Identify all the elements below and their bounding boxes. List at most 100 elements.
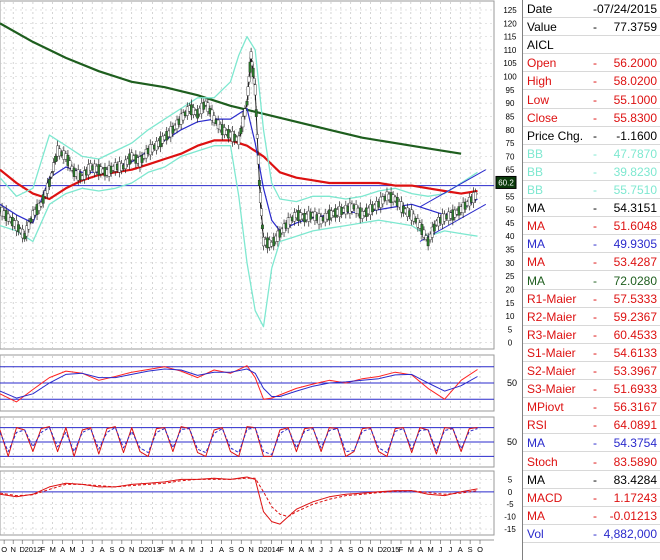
price-candle-body [66, 154, 70, 166]
price-ytick-label: 45 [506, 219, 515, 228]
readout-value: 49.9305 [613, 237, 657, 252]
price-candle-body [52, 162, 55, 172]
readout-label: MA [527, 201, 545, 216]
price-candle-body [212, 115, 216, 123]
price-candle-body [432, 223, 436, 232]
readout-value: 4,882,000 [603, 526, 657, 541]
readout-label: R3-Maier [527, 327, 577, 342]
price-candle-body [420, 224, 424, 235]
readout-separator: - [593, 255, 597, 270]
x-tick-label: S [109, 545, 114, 554]
readout-label: MA [527, 255, 545, 270]
readout-label: Low [527, 92, 550, 107]
price-candle-body [258, 192, 262, 204]
readout-row: BB - 47.7870 [523, 145, 660, 163]
price-ytick-label: 30 [506, 259, 515, 268]
readout-value: 54.6133 [613, 345, 657, 360]
x-tick-label: F [399, 545, 404, 554]
readout-value: 58.0200 [613, 74, 657, 89]
readout-row: R3-Maier - 60.4533 [523, 326, 660, 344]
x-tick-label: J [448, 545, 452, 554]
readout-value: 54.3151 [613, 201, 657, 216]
readout-label: RSI [527, 418, 548, 433]
price-series-bb_lower [0, 145, 478, 328]
readout-value: 55.7510 [613, 183, 657, 197]
readout-separator: - [593, 92, 597, 107]
x-tick-label: N [10, 545, 15, 554]
readout-row: BB - 39.8230 [523, 163, 660, 181]
price-ytick-label: 70 [506, 152, 515, 161]
price-candle-body [260, 208, 263, 217]
price-candle-body [430, 226, 434, 238]
x-tick-label: O [238, 545, 244, 554]
price-candle-body [45, 182, 49, 194]
readout-separator: - [593, 237, 597, 252]
x-tick-label: 2014 [263, 545, 280, 554]
x-tick-label: N [248, 545, 253, 554]
x-tick-label: J [80, 545, 84, 554]
stochastic-panel: 50 [0, 354, 517, 412]
price-candle-body [474, 191, 477, 200]
x-tick-label: D [378, 545, 384, 554]
readout-separator: - [593, 490, 597, 505]
macd-ytick-label: 0 [508, 488, 513, 497]
readout-row: MA - 53.4287 [523, 253, 660, 272]
readout-row: R1-Maier - 57.5333 [523, 290, 660, 308]
readout-row: Low - 55.1000 [523, 91, 660, 109]
rsi-series-rsi_ma [0, 427, 478, 455]
x-tick-label: O [119, 545, 125, 554]
data-readout-panel: Date -07/24/2015 Value -77.3759 AICL Open -56.… [522, 0, 660, 560]
price-panel: 0510152025303540455055606570758085909510… [0, 0, 517, 350]
readout-value: 39.8230 [613, 164, 657, 179]
x-tick-label: D [20, 545, 26, 554]
readout-row: MPiovt - 56.3167 [523, 398, 660, 417]
price-candle-body [25, 225, 29, 237]
readout-separator: - [593, 472, 597, 487]
readout-separator: - [593, 273, 597, 288]
readout-row: S3-Maier - 51.6933 [523, 380, 660, 399]
price-ytick-label: 40 [506, 232, 515, 241]
price-candle-body [54, 156, 57, 163]
readout-separator: - [593, 219, 597, 234]
readout-separator: - [593, 56, 597, 71]
readout-value: 51.6048 [613, 219, 657, 234]
price-ytick-label: 55 [506, 192, 515, 201]
readout-row: RSI - 64.0891 [523, 416, 660, 435]
readout-label: Value [527, 20, 557, 35]
readout-row: MA - 54.3151 [523, 199, 660, 218]
price-candle-body [426, 236, 430, 247]
readout-value: 47.7870 [613, 146, 657, 161]
price-candle-body [246, 86, 250, 96]
readout-row: MA - 49.9305 [523, 235, 660, 254]
x-tick-label: D [139, 545, 145, 554]
price-ytick-label: 90 [506, 99, 515, 108]
readout-row: MA - -0.01213 [523, 507, 660, 525]
price-ytick-label: 80 [506, 126, 515, 135]
price-candle-body [237, 135, 241, 145]
x-tick-label: M [408, 545, 414, 554]
x-tick-label: A [179, 545, 184, 554]
price-candle-body [256, 155, 260, 165]
x-tick-label: S [229, 545, 234, 554]
x-tick-label: J [319, 545, 323, 554]
readout-row: AICL [523, 36, 660, 55]
price-ytick-label: 115 [504, 33, 517, 42]
readout-row: High - 58.0200 [523, 72, 660, 91]
readout-separator: - [593, 2, 597, 16]
readout-row: BB - 55.7510 [523, 181, 660, 199]
rsi-mid-label: 50 [507, 437, 517, 447]
price-candle-body [37, 203, 41, 211]
x-tick-label: F [279, 545, 284, 554]
price-ytick-label: 20 [506, 285, 515, 294]
readout-label: S2-Maier [527, 364, 576, 378]
readout-value: 54.3754 [613, 436, 657, 451]
readout-value: 60.4533 [613, 327, 657, 342]
x-tick-label: F [41, 545, 46, 554]
price-candle-body [248, 61, 252, 73]
price-candle-body [251, 67, 255, 78]
price-candle-body [247, 76, 251, 83]
readout-value: 55.8300 [613, 110, 657, 125]
readout-label: R2-Maier [527, 309, 577, 324]
price-candle-body [422, 229, 426, 238]
price-ytick-label: 110 [504, 46, 517, 55]
